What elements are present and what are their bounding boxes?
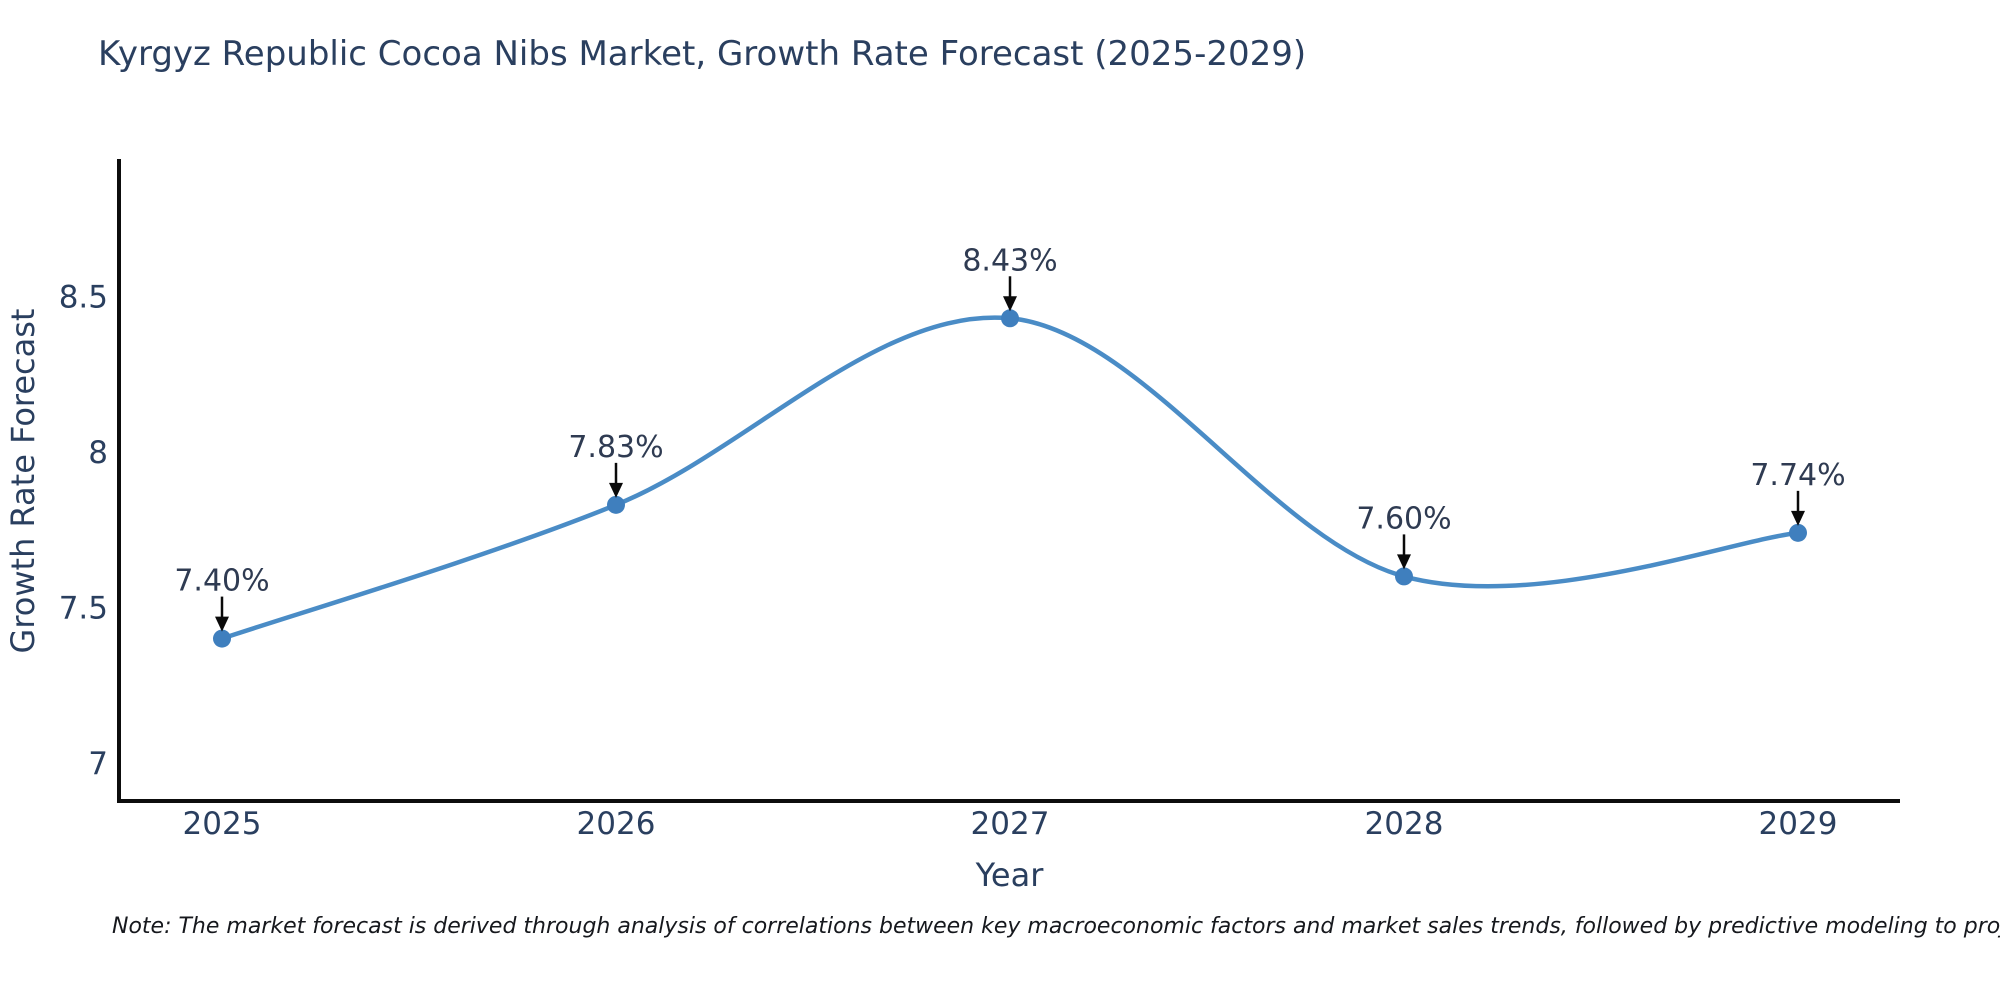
y-tick-label: 7	[88, 746, 108, 782]
x-tick-label: 2027	[971, 806, 1050, 842]
x-tick-label: 2028	[1365, 806, 1444, 842]
x-tick-label: 2025	[183, 806, 262, 842]
annotation-label: 7.74%	[1750, 458, 1845, 493]
x-tick-label: 2029	[1759, 806, 1838, 842]
y-tick-label: 8	[88, 435, 108, 471]
y-tick-label: 8.5	[59, 280, 108, 316]
footnote: Note: The market forecast is derived thr…	[112, 914, 2000, 939]
annotation-arrowhead-icon	[215, 616, 229, 632]
chart-title: Kyrgyz Republic Cocoa Nibs Market, Growt…	[98, 34, 1307, 74]
annotation-label: 8.43%	[962, 243, 1057, 278]
data-point-marker[interactable]	[1001, 309, 1019, 328]
data-point-marker[interactable]	[607, 495, 625, 514]
plot-area[interactable]	[119, 159, 1900, 801]
y-axis-title: Growth Rate Forecast	[4, 309, 42, 654]
annotation-label: 7.40%	[174, 564, 269, 599]
y-tick-label: 7.5	[59, 591, 108, 627]
annotation-arrowhead-icon	[1397, 554, 1411, 570]
annotation-arrowhead-icon	[1791, 510, 1805, 526]
annotation-arrowhead-icon	[1003, 296, 1017, 312]
data-point-marker[interactable]	[1395, 567, 1413, 586]
annotation-arrowhead-icon	[609, 482, 623, 498]
annotation-label: 7.83%	[568, 430, 663, 465]
data-point-marker[interactable]	[1789, 523, 1807, 542]
x-axis-title: Year	[975, 856, 1045, 894]
x-tick-label: 2026	[577, 806, 656, 842]
data-point-marker[interactable]	[213, 629, 231, 648]
annotation-label: 7.60%	[1356, 501, 1451, 536]
